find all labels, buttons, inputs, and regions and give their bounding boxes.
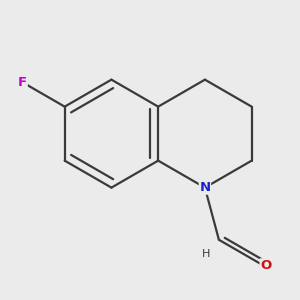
Text: H: H bbox=[202, 249, 210, 259]
Text: N: N bbox=[200, 181, 211, 194]
Text: O: O bbox=[260, 259, 272, 272]
Text: F: F bbox=[18, 76, 27, 89]
